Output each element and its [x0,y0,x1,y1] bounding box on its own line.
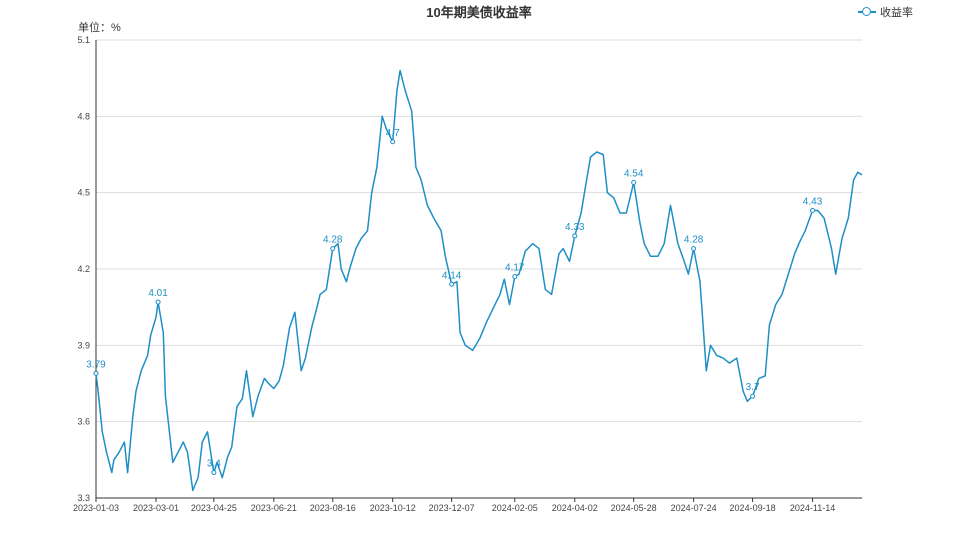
x-tick-label: 2024-02-05 [492,503,538,513]
gridlines [96,39,862,423]
data-label: 4.14 [442,270,462,281]
x-tick-label: 2023-10-12 [370,503,416,513]
data-point-marker [449,281,455,287]
data-point-marker [330,246,336,252]
data-label: 4.28 [323,235,343,246]
x-tick-label: 2024-11-14 [790,503,835,513]
x-tick-label: 2024-07-24 [671,503,717,513]
data-label: 4.43 [803,196,823,207]
data-point-marker [211,470,217,476]
data-label: 3.4 [207,459,221,470]
y-tick-label: 4.5 [77,188,90,198]
x-tick-label: 2024-04-02 [552,503,598,513]
data-point-marker [390,139,396,145]
data-point-marker [512,274,518,280]
data-labels: 3.79 4.01 3.4 4.28 4.7 4.14 4.17 4.33 4.54 4.28 3.… [86,128,823,476]
data-point-marker [691,246,697,252]
data-point-marker [155,299,161,305]
y-tick-label: 3.9 [77,340,90,350]
x-tick-label: 2024-05-28 [611,503,657,513]
unit-label: 单位：% [78,22,121,34]
x-tick-label: 2023-01-03 [73,503,119,513]
series-line-yield [95,69,863,492]
series-layer [95,69,863,492]
data-label: 4.7 [386,128,400,139]
data-point-marker [93,370,99,376]
x-tick-label: 2023-06-21 [251,503,297,513]
data-label: 3.79 [86,359,106,370]
x-tick-label: 2023-03-01 [133,503,179,513]
y-tick-label: 5.1 [77,35,90,45]
chart-title: 10年期美债收益率 [426,5,532,20]
data-label: 4.28 [684,235,704,246]
data-point-marker [810,207,816,213]
y-tick-label: 3.6 [77,417,90,427]
x-tick-label: 2023-12-07 [429,503,475,513]
axes: 3.3 3.6 3.9 4.2 4.5 4.8 5.1 2023-01-03 2023-03-0… [73,35,862,513]
data-label: 4.33 [565,222,585,233]
x-tick-label: 2023-08-16 [310,503,356,513]
data-label: 3.7 [746,382,760,393]
y-tick-label: 4.2 [77,264,90,274]
data-label: 4.54 [624,168,644,179]
data-point-marker [750,393,756,399]
data-label: 4.01 [148,288,168,299]
data-point-marker [572,233,578,239]
x-tick-label: 2024-09-18 [730,503,776,513]
x-tick-label: 2023-04-25 [191,503,237,513]
legend-item-yield[interactable]: 收益率 [858,4,913,20]
data-point-marker [631,179,637,185]
legend-line-marker-icon [858,7,876,17]
y-tick-label: 4.8 [77,111,90,121]
legend-label: 收益率 [880,7,913,19]
y-tick-label: 3.3 [77,493,90,503]
data-label: 4.17 [505,263,525,274]
